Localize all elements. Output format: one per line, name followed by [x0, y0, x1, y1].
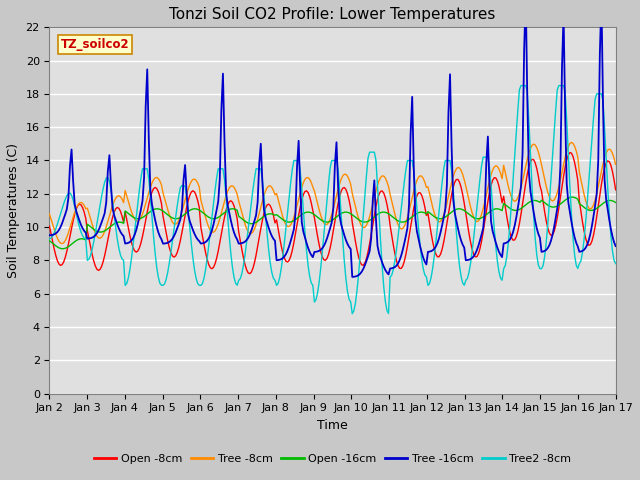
Text: TZ_soilco2: TZ_soilco2 [61, 38, 129, 51]
X-axis label: Time: Time [317, 419, 348, 432]
Y-axis label: Soil Temperatures (C): Soil Temperatures (C) [7, 143, 20, 278]
Legend: Open -8cm, Tree -8cm, Open -16cm, Tree -16cm, Tree2 -8cm: Open -8cm, Tree -8cm, Open -16cm, Tree -… [90, 450, 575, 468]
Title: Tonzi Soil CO2 Profile: Lower Temperatures: Tonzi Soil CO2 Profile: Lower Temperatur… [170, 7, 496, 22]
